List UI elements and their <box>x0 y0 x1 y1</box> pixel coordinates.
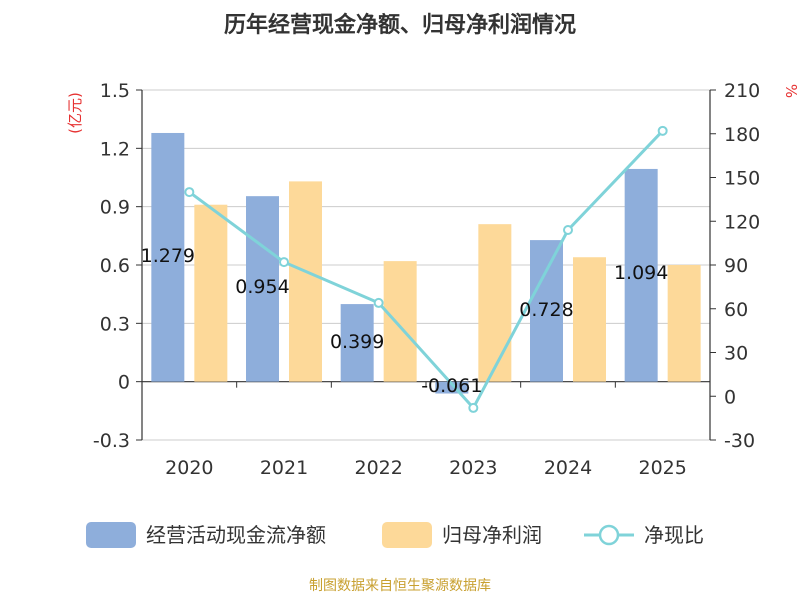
line-layer <box>184 125 668 413</box>
bar-cashflow <box>435 381 469 394</box>
bar-data-label: 1.279 <box>141 245 195 267</box>
legend-label: 净现比 <box>644 523 704 547</box>
axes-layer: -0.3 0 0.3 0.6 0.9 1.2 1.5 -30 0 30 60 90 120 150 180 2… <box>93 80 760 479</box>
right-tick-label: 150 <box>724 168 760 190</box>
bar-netprofit <box>289 181 322 382</box>
right-tick-label: 120 <box>724 211 760 233</box>
bar-netprofit <box>478 224 512 382</box>
legend-label: 经营活动现金流净额 <box>146 523 326 547</box>
bar-cashflow <box>340 304 374 382</box>
bar-cashflow <box>151 132 185 382</box>
left-tick-label: 0 <box>118 372 130 394</box>
bar-cashflow <box>624 168 658 382</box>
line-point <box>563 225 573 235</box>
right-tick-label: 0 <box>724 386 736 408</box>
right-tick-label: 180 <box>724 124 760 146</box>
x-tick-label: 2025 <box>638 457 686 479</box>
bar-data-label: 0.399 <box>330 331 384 353</box>
bar-data-label: 0.954 <box>235 276 289 298</box>
right-tick-label: 90 <box>724 255 748 277</box>
left-tick-label: -0.3 <box>93 430 130 452</box>
bar-netprofit <box>573 257 606 382</box>
legend: 经营活动现金流净额 归母净利润 净现比 <box>86 522 704 548</box>
right-tick-label: 210 <box>724 80 760 102</box>
bar-cashflow <box>246 196 279 382</box>
x-tick-label: 2022 <box>354 457 402 479</box>
right-tick-label: 30 <box>724 343 748 365</box>
bar-netprofit <box>194 204 228 382</box>
x-tick-label: 2024 <box>544 457 592 479</box>
left-tick-label: 0.6 <box>100 255 130 277</box>
left-axis-unit: (亿元) <box>66 92 84 134</box>
legend-swatch <box>382 522 432 548</box>
right-tick-label: -30 <box>724 430 755 452</box>
x-tick-label: 2021 <box>260 457 308 479</box>
line-point <box>184 187 195 198</box>
bar-cashflow <box>530 240 563 382</box>
line-point <box>468 402 479 413</box>
right-axis-unit: % <box>782 84 800 98</box>
grid-layer <box>142 89 710 441</box>
legend-swatch <box>86 522 136 548</box>
line-point <box>373 297 384 308</box>
line-point <box>279 257 289 268</box>
legend-marker <box>598 524 620 546</box>
bar-data-label: 1.094 <box>614 262 668 284</box>
x-tick-label: 2023 <box>449 457 497 479</box>
bar-netprofit <box>667 265 701 382</box>
x-tick-label: 2020 <box>165 457 213 479</box>
bars-layer <box>151 132 701 394</box>
bar-data-label: 0.728 <box>519 299 573 321</box>
left-tick-label: 0.9 <box>100 197 130 219</box>
left-tick-label: 1.5 <box>100 80 130 102</box>
bar-data-label: -0.061 <box>421 375 482 397</box>
line-point <box>657 125 668 136</box>
legend-label: 归母净利润 <box>442 523 542 547</box>
source-note: 制图数据来自恒生聚源数据库 <box>309 578 491 594</box>
labels-layer: 1.279 0.954 0.399 -0.061 0.728 1.094 <box>141 245 669 397</box>
chart-title: 历年经营现金净额、归母净利润情况 <box>224 12 576 38</box>
bar-netprofit <box>383 261 417 382</box>
right-tick-label: 60 <box>724 299 748 321</box>
left-tick-label: 0.3 <box>100 313 130 335</box>
left-tick-label: 1.2 <box>100 138 130 160</box>
line-series-ratio <box>188 129 664 411</box>
